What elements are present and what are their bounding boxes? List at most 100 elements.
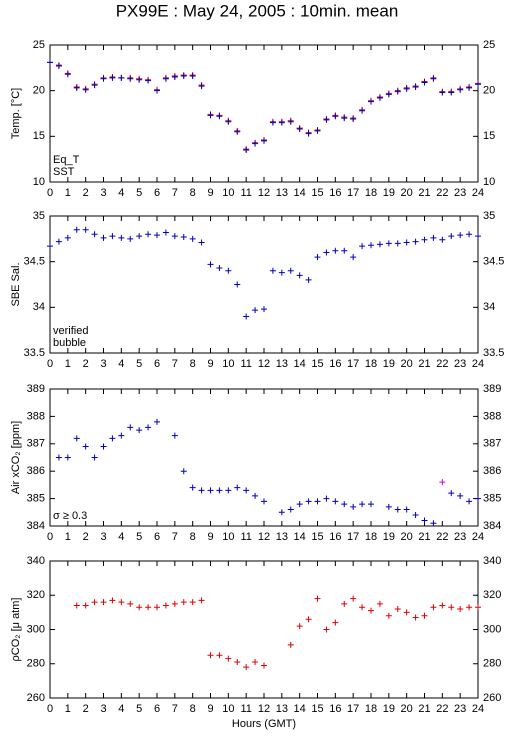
- point: [332, 247, 339, 254]
- point: [136, 233, 143, 240]
- x-tick-label: 20: [401, 531, 413, 543]
- x-tick-label: 19: [383, 531, 395, 543]
- x-tick-label: 20: [401, 358, 413, 370]
- point: [421, 612, 428, 619]
- point: [91, 231, 98, 238]
- point: [261, 498, 267, 505]
- point: [252, 140, 259, 147]
- point: [448, 233, 455, 240]
- y-tick-label: 300: [483, 623, 501, 635]
- point: [385, 612, 392, 619]
- point: [171, 233, 178, 240]
- point: [162, 602, 169, 609]
- x-tick-label: 23: [454, 531, 466, 543]
- point: [252, 307, 259, 314]
- point: [368, 607, 374, 614]
- point: [100, 234, 107, 241]
- y-tick-label: 387: [483, 438, 501, 450]
- x-tick-label: 19: [383, 187, 395, 199]
- point: [394, 88, 401, 95]
- point: [216, 487, 223, 494]
- point: [368, 501, 374, 508]
- y-tick-label: 33.5: [483, 347, 504, 359]
- point: [82, 602, 89, 609]
- point: [430, 604, 437, 611]
- point: [198, 487, 205, 494]
- y-tick-label: 280: [483, 658, 501, 670]
- x-tick-label: 9: [207, 703, 213, 715]
- x-tick-label: 1: [65, 531, 71, 543]
- point: [64, 71, 71, 78]
- y-tick-label: 15: [483, 130, 495, 142]
- x-tick-label: 24: [472, 187, 484, 199]
- y-axis-label: ρCO₂ [μ atm]: [10, 598, 22, 662]
- x-tick-label: 0: [47, 531, 53, 543]
- x-tick-label: 7: [172, 531, 178, 543]
- x-tick-label: 0: [47, 358, 53, 370]
- point: [475, 233, 481, 240]
- y-tick-label: 387: [27, 438, 45, 450]
- legend-label: bubble: [53, 337, 86, 349]
- point: [457, 605, 464, 612]
- point: [109, 597, 116, 604]
- point: [305, 498, 312, 505]
- point: [448, 604, 455, 611]
- x-tick-label: 13: [276, 187, 288, 199]
- x-tick-label: 21: [418, 358, 430, 370]
- point: [287, 267, 294, 274]
- point: [145, 604, 152, 611]
- point: [145, 77, 152, 84]
- point: [403, 85, 410, 92]
- y-tick-label: 20: [483, 85, 495, 97]
- y-tick-label: 320: [483, 589, 501, 601]
- x-tick-label: 6: [154, 358, 160, 370]
- point: [154, 87, 160, 94]
- point: [466, 604, 473, 611]
- point: [376, 94, 383, 101]
- x-tick-label: 5: [136, 358, 142, 370]
- point: [162, 229, 169, 236]
- x-tick-label: 12: [258, 531, 270, 543]
- point: [47, 59, 53, 66]
- point: [154, 232, 160, 239]
- point: [296, 623, 303, 630]
- y-tick-label: 35: [483, 210, 495, 222]
- point: [198, 239, 205, 246]
- x-tick-label: 4: [118, 703, 124, 715]
- x-tick-label: 12: [258, 187, 270, 199]
- point: [430, 520, 437, 527]
- point: [171, 600, 178, 607]
- point: [243, 664, 250, 671]
- y-tick-label: 33.5: [24, 347, 45, 359]
- x-tick-label: 7: [172, 358, 178, 370]
- point: [385, 240, 392, 247]
- y-tick-label: 385: [27, 493, 45, 505]
- point: [47, 243, 53, 250]
- point: [73, 226, 80, 233]
- point: [100, 443, 107, 450]
- point: [403, 609, 410, 616]
- point: [350, 503, 357, 510]
- point: [314, 127, 321, 134]
- point: [314, 595, 321, 602]
- point: [216, 652, 223, 659]
- y-tick-label: 280: [27, 658, 45, 670]
- point: [162, 75, 169, 82]
- point: [55, 63, 62, 70]
- point: [252, 659, 259, 666]
- plot-frame: [49, 388, 479, 527]
- point: [412, 512, 419, 519]
- x-tick-label: 8: [190, 531, 196, 543]
- point: [82, 226, 89, 233]
- point: [216, 113, 223, 120]
- point: [261, 306, 267, 313]
- point: [368, 98, 374, 105]
- point: [145, 231, 152, 238]
- x-tick-label: 13: [276, 531, 288, 543]
- point: [64, 454, 71, 461]
- y-tick-label: 386: [27, 465, 45, 477]
- point: [385, 503, 392, 510]
- point: [475, 81, 481, 88]
- x-axis-label: Hours (GMT): [232, 718, 296, 730]
- point: [439, 236, 446, 243]
